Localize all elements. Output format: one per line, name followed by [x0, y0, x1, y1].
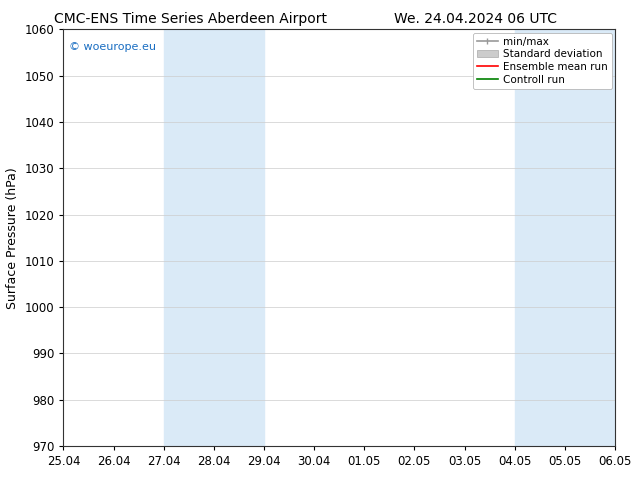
Bar — [164, 29, 264, 446]
Text: We. 24.04.2024 06 UTC: We. 24.04.2024 06 UTC — [394, 12, 557, 26]
Y-axis label: Surface Pressure (hPa): Surface Pressure (hPa) — [6, 167, 19, 309]
Legend: min/max, Standard deviation, Ensemble mean run, Controll run: min/max, Standard deviation, Ensemble me… — [473, 32, 612, 89]
Text: CMC-ENS Time Series Aberdeen Airport: CMC-ENS Time Series Aberdeen Airport — [54, 12, 327, 26]
Bar — [515, 29, 615, 446]
Text: © woeurope.eu: © woeurope.eu — [69, 42, 156, 52]
